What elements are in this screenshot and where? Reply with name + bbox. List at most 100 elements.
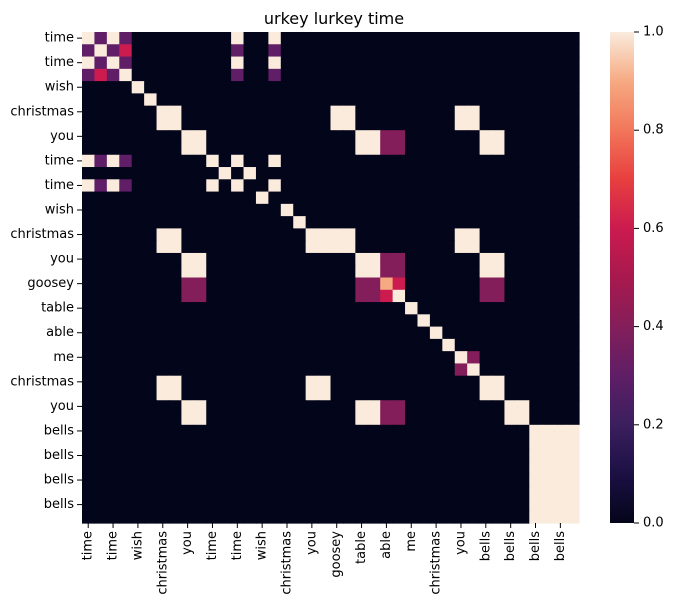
heatmap-cell (367, 412, 381, 426)
heatmap-cell (392, 473, 406, 487)
heatmap-cell (541, 81, 555, 94)
heatmap-cell (243, 32, 257, 45)
heatmap-cell (131, 375, 145, 389)
x-tick-label: christmas (429, 531, 444, 595)
heatmap-cell (380, 68, 394, 82)
heatmap-cell (206, 449, 220, 463)
heatmap-cell (467, 424, 481, 438)
heatmap-cell (516, 338, 530, 352)
heatmap-cell (131, 81, 145, 94)
heatmap-cell (554, 449, 568, 463)
heatmap-cell (218, 105, 232, 119)
heatmap-cell (367, 277, 381, 291)
heatmap-cell (355, 142, 369, 156)
heatmap-cell (405, 338, 419, 352)
heatmap-cell (504, 510, 518, 524)
heatmap-cell (492, 154, 506, 168)
heatmap-cell (156, 424, 170, 438)
heatmap-cell (380, 437, 394, 450)
heatmap-cell (516, 167, 530, 180)
heatmap-cell (541, 486, 555, 500)
heatmap-cell (454, 387, 468, 401)
heatmap-cell (541, 240, 555, 254)
heatmap-cell (355, 363, 369, 377)
x-tick-label: time (205, 531, 220, 560)
heatmap-cell (367, 400, 381, 414)
heatmap-cell (454, 142, 468, 156)
x-tick-label: you (453, 531, 468, 555)
heatmap-cell (492, 338, 506, 352)
heatmap-cell (243, 252, 257, 266)
heatmap-cell (541, 56, 555, 70)
heatmap-cell (82, 252, 96, 266)
heatmap-cell (181, 56, 195, 70)
heatmap-cell (429, 461, 443, 475)
heatmap-cell (231, 338, 245, 352)
heatmap-cell (305, 117, 319, 131)
heatmap-cell (467, 167, 481, 180)
heatmap-cell (516, 117, 530, 131)
heatmap-cell (504, 216, 518, 230)
heatmap-cell (467, 179, 481, 193)
heatmap-cell (516, 473, 530, 487)
heatmap-cell (529, 130, 543, 144)
heatmap-cell (293, 289, 307, 303)
heatmap-cell (380, 265, 394, 279)
heatmap-cell (392, 203, 406, 217)
heatmap-cell (516, 130, 530, 144)
heatmap-cell (342, 130, 356, 144)
heatmap-cell (429, 93, 443, 107)
heatmap-cell (342, 375, 356, 389)
heatmap-cell (280, 486, 294, 500)
heatmap-cell (231, 44, 245, 58)
heatmap-cell (330, 289, 344, 303)
heatmap-cell (268, 81, 282, 94)
heatmap-cell (168, 81, 183, 94)
heatmap-cell (206, 412, 220, 426)
heatmap-cell (479, 154, 493, 168)
heatmap-cell (392, 179, 406, 193)
heatmap-cell (168, 154, 183, 168)
heatmap-cell (566, 265, 580, 279)
heatmap-cell (144, 486, 158, 500)
heatmap-cell (479, 32, 493, 45)
heatmap-cell (566, 56, 580, 70)
heatmap-cell (268, 117, 282, 131)
heatmap-cell (305, 228, 319, 242)
heatmap-cell (417, 32, 431, 45)
heatmap-cell (218, 289, 232, 303)
heatmap-cell (94, 424, 108, 438)
heatmap-cell (367, 142, 381, 156)
heatmap-cell (479, 216, 493, 230)
heatmap-cell (467, 277, 481, 291)
heatmap-cell (405, 424, 419, 438)
heatmap-cell (355, 191, 369, 205)
heatmap-cell (218, 130, 232, 144)
heatmap-cell (255, 302, 269, 315)
heatmap-cell (231, 424, 245, 438)
heatmap-cell (529, 449, 543, 463)
heatmap-cell (529, 400, 543, 414)
heatmap-cell (106, 510, 120, 524)
heatmap-cell (106, 68, 120, 82)
heatmap-cell (442, 400, 456, 414)
heatmap-cell (429, 289, 443, 303)
heatmap-cell (243, 56, 257, 70)
heatmap-cell (405, 130, 419, 144)
heatmap-cell (504, 351, 518, 365)
heatmap-cell (106, 277, 120, 291)
heatmap-cell (429, 449, 443, 463)
heatmap-cell (305, 68, 319, 82)
heatmap-cell (417, 167, 431, 180)
heatmap-cell (330, 130, 344, 144)
heatmap-cell (479, 252, 493, 266)
heatmap-cell (218, 56, 232, 70)
heatmap-cell (454, 68, 468, 82)
heatmap-cell (119, 437, 133, 450)
heatmap-cell (106, 228, 120, 242)
heatmap-cell (243, 44, 257, 58)
heatmap-cell (255, 68, 269, 82)
heatmap-cell (318, 498, 332, 512)
heatmap-cell (442, 424, 456, 438)
heatmap-cell (516, 461, 530, 475)
